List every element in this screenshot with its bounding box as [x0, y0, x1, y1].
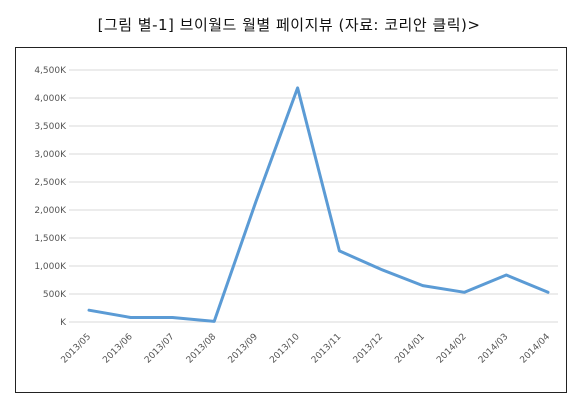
y-tick-label: 4,000K — [34, 94, 67, 104]
y-tick-label: 1,000K — [34, 262, 67, 272]
y-tick-label: 1,500K — [34, 234, 67, 244]
y-tick-label: 2,000K — [34, 206, 67, 216]
x-tick-label: 2014/02 — [435, 332, 469, 366]
x-tick-label: 2013/05 — [60, 332, 94, 366]
y-tick-label: 3,000K — [34, 150, 67, 160]
x-tick-label: 2013/08 — [185, 332, 219, 366]
x-tick-label: 2013/09 — [227, 332, 261, 366]
x-tick-label: 2014/01 — [393, 332, 427, 366]
x-tick-label: 2013/12 — [352, 332, 386, 366]
y-tick-label: 3,500K — [34, 122, 67, 132]
y-axis-tick-labels: K 500K 1,000K 1,500K 2,000K 2,500K 3,000K 3,500… — [34, 66, 67, 328]
x-tick-label: 2014/03 — [477, 332, 511, 366]
series-line — [87, 86, 550, 323]
x-tick-label: 2013/11 — [310, 332, 344, 366]
gridlines — [69, 69, 558, 323]
y-tick-label: K — [60, 318, 67, 328]
x-tick-label: 2013/06 — [101, 332, 135, 366]
y-tick-label: 2,500K — [34, 178, 67, 188]
x-tick-label: 2014/04 — [519, 332, 553, 366]
line-chart: K 500K 1,000K 1,500K 2,000K 2,500K 3,000K 3,500… — [34, 66, 558, 366]
x-axis-tick-labels: 2013/05 2013/06 2013/07 2013/08 2013/09 2013/… — [60, 332, 553, 366]
x-tick-label: 2013/10 — [268, 332, 302, 366]
y-tick-label: 500K — [43, 290, 67, 300]
chart-frame: K 500K 1,000K 1,500K 2,000K 2,500K 3,000K 3,500… — [15, 47, 567, 393]
x-tick-label: 2013/07 — [143, 332, 177, 366]
y-tick-label: 4,500K — [34, 66, 67, 76]
figure-caption: [그림 별-1] 브이월드 월별 페이지뷰 (자료: 코리안 클릭)> — [97, 16, 481, 34]
